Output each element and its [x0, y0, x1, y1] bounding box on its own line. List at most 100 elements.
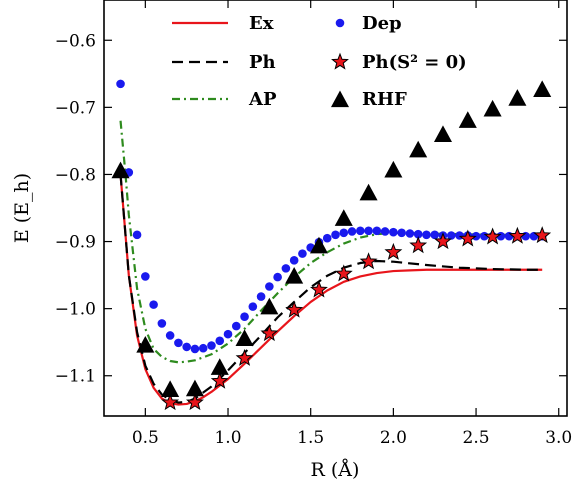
dep-point: [132, 230, 142, 240]
dep-point: [231, 321, 241, 331]
dep-point: [413, 229, 423, 239]
rhf-triangle-point: [508, 89, 527, 106]
dep-point: [256, 292, 266, 301]
ph-s2-star-point: [458, 229, 477, 247]
legend-swatch-5: [330, 90, 350, 108]
y-tick-label: −0.8: [55, 165, 96, 185]
y-tick-label: −1.0: [55, 300, 96, 320]
y-tick-label: −0.6: [55, 31, 96, 51]
rhf-triangle-point: [433, 125, 453, 142]
ph-s2-star-point: [210, 371, 229, 389]
rhf-triangle-point: [384, 160, 403, 178]
rhf-triangle-point: [161, 380, 180, 397]
dep-point: [298, 249, 307, 258]
dep-point: [141, 272, 150, 281]
series-line-0: [119, 174, 543, 406]
rhf-triangle-point: [185, 379, 204, 397]
y-tick-label: −0.7: [55, 98, 96, 118]
rhf-triangle-point: [483, 99, 502, 117]
dep-point: [265, 282, 274, 291]
dep-point: [339, 228, 349, 238]
dep-point: [116, 79, 125, 89]
series-line-1: [119, 174, 543, 404]
x-tick-label: 0.5: [132, 428, 159, 448]
dep-point: [190, 344, 200, 354]
legend-swatch-3: [335, 18, 345, 28]
x-tick-label: 1.5: [297, 428, 324, 448]
dep-point: [240, 312, 249, 321]
legend-label-0: Ex: [249, 13, 274, 34]
x-tick-label: 1.0: [214, 428, 241, 448]
rhf-triangle-point: [309, 236, 328, 254]
axes: 0.5 1.0 1.5 2.0 2.5 3.0 −0.6 −0.7 −0.8 −0.9 −1.0 −1…: [55, 0, 572, 448]
rhf-triangle-point: [285, 266, 304, 284]
plot-series: [119, 120, 543, 406]
dep-point: [380, 227, 390, 236]
dep-point: [331, 230, 340, 240]
dep-point: [174, 338, 183, 348]
rhf-triangle-point: [533, 80, 552, 98]
rhf-triangle-point: [235, 329, 254, 346]
ph-s2-star-point: [384, 242, 403, 260]
series-line-2: [119, 120, 543, 364]
rhf-triangle-point: [458, 111, 477, 128]
rhf-triangle-point: [210, 358, 229, 375]
dep-point: [356, 226, 365, 236]
ph-s2-star-point: [260, 324, 279, 342]
legend-label-2: AP: [248, 89, 277, 110]
rhf-triangle-point: [260, 297, 279, 315]
dep-point: [322, 233, 332, 243]
dep-point: [405, 229, 415, 238]
legend-label-5: RHF: [362, 89, 407, 110]
dep-point: [207, 341, 216, 350]
dep-point: [149, 300, 158, 309]
dep-point: [289, 256, 299, 265]
rhf-triangle-point: [334, 209, 353, 226]
legend: Ex Ph AP Dep Ph(S² = 0) RHF: [172, 13, 467, 110]
dep-point: [430, 230, 440, 240]
ph-s2-star-point: [285, 300, 304, 318]
dep-point: [273, 272, 282, 282]
ph-s2-star-point: [186, 393, 204, 411]
ph-s2-star-point: [508, 226, 527, 244]
dep-point: [347, 227, 357, 236]
legend-label-3: Dep: [362, 13, 402, 34]
legend-swatch-4: [331, 52, 349, 70]
x-tick-label: 2.5: [463, 428, 490, 448]
dep-point: [446, 231, 456, 240]
dep-point: [157, 319, 167, 328]
legend-label-1: Ph: [249, 52, 276, 73]
dep-point: [372, 226, 382, 236]
dep-point: [397, 228, 406, 238]
dep-point: [281, 264, 291, 273]
ph-s2-star-point: [533, 226, 552, 244]
rhf-triangle-point: [409, 140, 428, 158]
x-tick-label: 3.0: [545, 428, 572, 448]
dep-point: [364, 226, 373, 236]
ph-s2-star-point: [310, 280, 328, 298]
dep-point: [215, 336, 225, 346]
dep-point: [248, 302, 258, 311]
dep-point: [182, 342, 191, 352]
plot-markers: [111, 79, 552, 411]
y-tick-label: −0.9: [55, 233, 96, 253]
rhf-triangle-point: [359, 183, 378, 201]
plot-frame: [103, 0, 568, 417]
x-tick-label: 2.0: [380, 428, 407, 448]
ph-s2-star-point: [409, 236, 428, 254]
dep-point: [198, 343, 208, 353]
ph-s2-star-point: [161, 393, 180, 411]
dep-point: [389, 227, 398, 237]
ph-s2-star-point: [434, 232, 452, 250]
x-axis-label: R (Å): [311, 459, 360, 481]
ph-s2-star-point: [483, 227, 502, 245]
y-tick-label: −1.1: [55, 367, 96, 387]
y-axis-label: E (E_h): [11, 173, 33, 243]
ph-s2-star-point: [334, 264, 353, 282]
ph-s2-star-point: [235, 348, 254, 366]
dep-point: [422, 230, 431, 240]
dep-point: [165, 331, 175, 340]
dep-point: [223, 329, 233, 339]
ph-s2-star-point: [359, 252, 378, 270]
